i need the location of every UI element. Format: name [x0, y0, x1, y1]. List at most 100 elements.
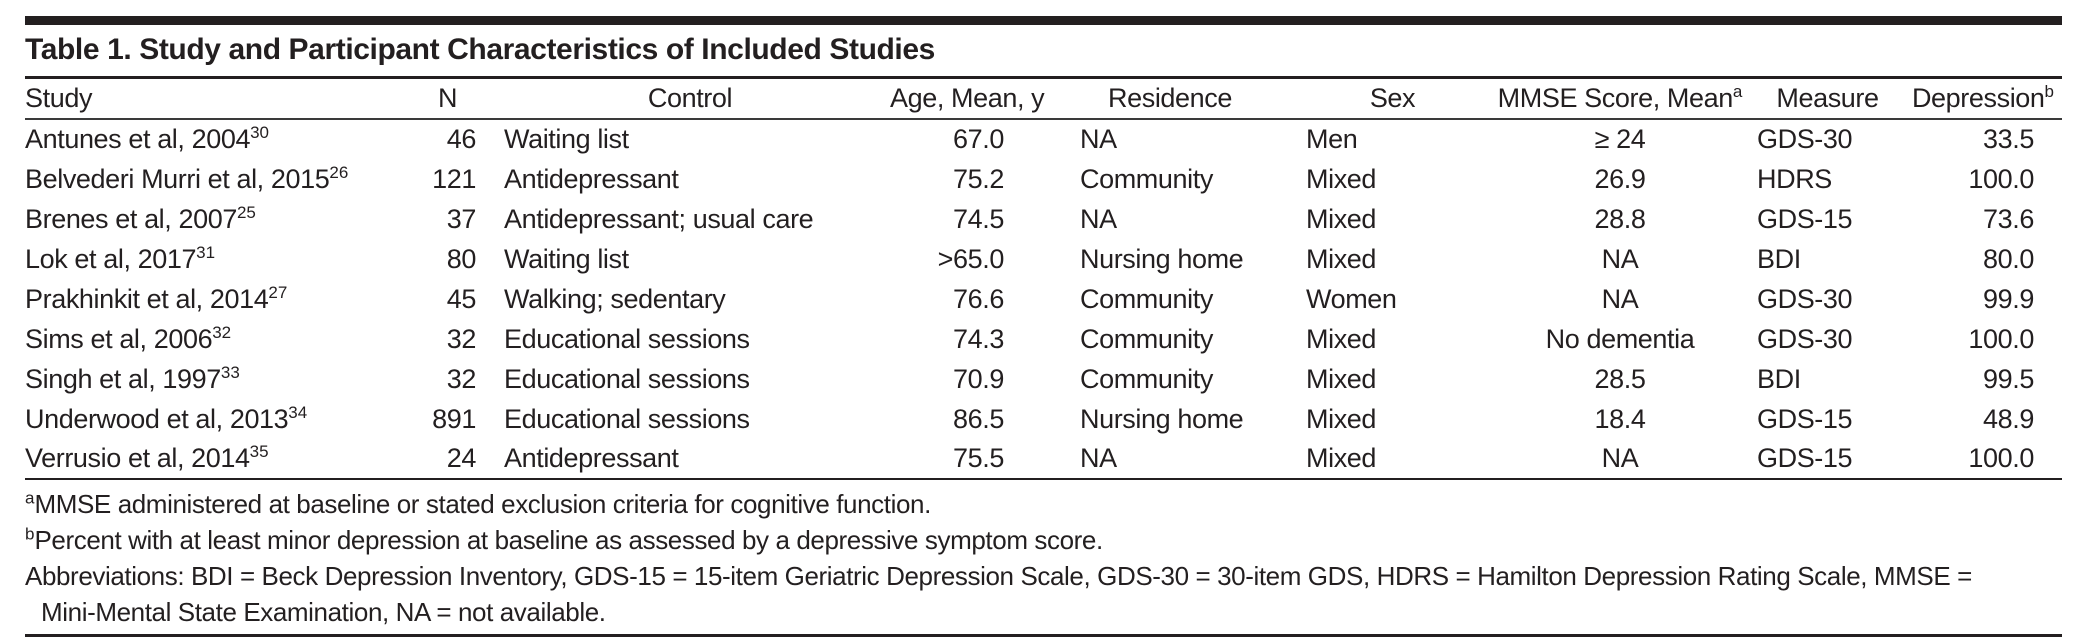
citation-ref: 25: [236, 202, 256, 222]
cell-depression: 33.5: [1983, 124, 2034, 154]
cell-residence: Community: [1080, 323, 1213, 354]
cell-mmse: 28.5: [1594, 363, 1646, 394]
column-header-age: Age, Mean, y: [890, 79, 1045, 120]
footnote-marker-b: b: [2044, 82, 2054, 101]
citation-ref: 32: [212, 322, 232, 342]
cell-residence: Community: [1080, 363, 1213, 394]
cell-n: 45: [446, 283, 477, 314]
column-header-mmse: MMSE Score, Meana: [1485, 79, 1755, 120]
citation-ref: 26: [329, 162, 349, 182]
table-body: Antunes et al, 200430 46 Waiting list 67…: [25, 119, 2062, 479]
cell-sex: Men: [1306, 124, 1358, 154]
cell-measure: GDS-30: [1757, 283, 1853, 314]
cell-study: Lok et al, 201731: [25, 242, 216, 274]
top-rule: [25, 16, 2062, 25]
cell-age: 75.2: [953, 163, 1004, 194]
cell-age: 74.5: [953, 203, 1004, 234]
table-row: Lok et al, 201731 80 Waiting list >65.0 …: [25, 239, 2062, 279]
bottom-rule: [25, 634, 2062, 637]
cell-measure: GDS-15: [1757, 203, 1853, 234]
footnote-b-marker: b: [25, 524, 35, 544]
cell-depression: 80.0: [1983, 243, 2034, 274]
table-row: Belvederi Murri et al, 201526 121 Antide…: [25, 159, 2062, 199]
citation-ref: 34: [288, 402, 308, 422]
cell-control: Educational sessions: [504, 323, 750, 354]
cell-measure: HDRS: [1757, 163, 1832, 194]
column-header-measure: Measure: [1755, 79, 1900, 120]
cell-measure: GDS-30: [1757, 323, 1853, 354]
table-row: Sims et al, 200632 32 Educational sessio…: [25, 319, 2062, 359]
cell-control: Waiting list: [504, 243, 629, 274]
cell-depression: 100.0: [1968, 323, 2034, 354]
cell-depression: 48.9: [1983, 403, 2034, 434]
cell-sex: Mixed: [1306, 363, 1377, 394]
table-footnotes: aMMSE administered at baseline or stated…: [25, 480, 2062, 630]
cell-sex: Mixed: [1306, 323, 1377, 354]
cell-study: Antunes et al, 200430: [25, 123, 269, 154]
cell-sex: Mixed: [1306, 203, 1377, 234]
cell-age: 75.5: [953, 443, 1004, 473]
citation-ref: 31: [196, 242, 216, 262]
cell-residence: Nursing home: [1080, 243, 1244, 274]
table-row: Underwood et al, 201334 891 Educational …: [25, 399, 2062, 439]
cell-residence: NA: [1080, 124, 1117, 154]
footnote-a: aMMSE administered at baseline or stated…: [25, 488, 931, 519]
cell-n: 32: [446, 323, 477, 354]
cell-sex: Women: [1306, 283, 1397, 314]
cell-control: Educational sessions: [504, 403, 750, 434]
cell-n: 46: [446, 124, 477, 154]
column-header-n: N: [405, 79, 490, 120]
cell-sex: Mixed: [1306, 443, 1377, 473]
cell-mmse: 18.4: [1594, 403, 1646, 434]
cell-n: 121: [432, 163, 476, 194]
cell-measure: GDS-15: [1757, 443, 1853, 473]
abbreviations-note: Abbreviations: BDI = Beck Depression Inv…: [25, 561, 1972, 627]
cell-n: 80: [446, 243, 477, 274]
cell-depression: 73.6: [1983, 203, 2034, 234]
cell-measure: GDS-30: [1757, 124, 1853, 154]
cell-residence: NA: [1080, 203, 1117, 234]
cell-study: Underwood et al, 201334: [25, 402, 308, 434]
cell-control: Walking; sedentary: [504, 283, 726, 314]
cell-measure: BDI: [1757, 363, 1801, 394]
cell-measure: BDI: [1757, 243, 1801, 274]
cell-residence: NA: [1080, 443, 1117, 473]
column-header-control: Control: [490, 79, 890, 120]
citation-ref: 30: [250, 123, 269, 142]
citation-ref: 27: [268, 282, 288, 302]
cell-control: Antidepressant: [504, 443, 679, 473]
cell-age: >65.0: [937, 243, 1005, 274]
cell-mmse: 26.9: [1594, 163, 1646, 194]
cell-n: 24: [446, 443, 477, 473]
cell-control: Antidepressant: [504, 163, 679, 194]
cell-sex: Mixed: [1306, 243, 1377, 274]
citation-ref: 35: [249, 442, 269, 461]
cell-control: Waiting list: [504, 124, 629, 154]
cell-mmse: NA: [1601, 443, 1639, 473]
table-title: Table 1. Study and Participant Character…: [25, 25, 2062, 79]
table-header-row: Study N Control Age, Mean, y Residence S…: [25, 79, 2062, 120]
cell-age: 74.3: [953, 323, 1004, 354]
table-row: Prakhinkit et al, 201427 45 Walking; sed…: [25, 279, 2062, 319]
table-row: Brenes et al, 200725 37 Antidepressant; …: [25, 199, 2062, 239]
cell-mmse: ≥ 24: [1594, 124, 1646, 154]
cell-mmse: NA: [1601, 283, 1639, 314]
cell-study: Singh et al, 199733: [25, 362, 240, 394]
cell-n: 32: [446, 363, 477, 394]
footnote-a-marker: a: [25, 488, 35, 508]
column-header-residence: Residence: [1040, 79, 1300, 120]
cell-study: Belvederi Murri et al, 201526: [25, 162, 349, 194]
cell-n: 891: [432, 403, 476, 434]
cell-study: Verrusio et al, 201435: [25, 442, 269, 473]
footnote-marker-a: a: [1732, 82, 1743, 101]
cell-study: Brenes et al, 200725: [25, 202, 256, 234]
cell-control: Educational sessions: [504, 363, 750, 394]
table-row: Singh et al, 199733 32 Educational sessi…: [25, 359, 2062, 399]
cell-depression: 99.9: [1983, 283, 2034, 314]
cell-depression: 100.0: [1968, 443, 2034, 473]
cell-mmse: NA: [1601, 243, 1639, 274]
cell-sex: Mixed: [1306, 163, 1377, 194]
cell-study: Prakhinkit et al, 201427: [25, 282, 288, 314]
cell-n: 37: [446, 203, 477, 234]
cell-depression: 100.0: [1968, 163, 2034, 194]
